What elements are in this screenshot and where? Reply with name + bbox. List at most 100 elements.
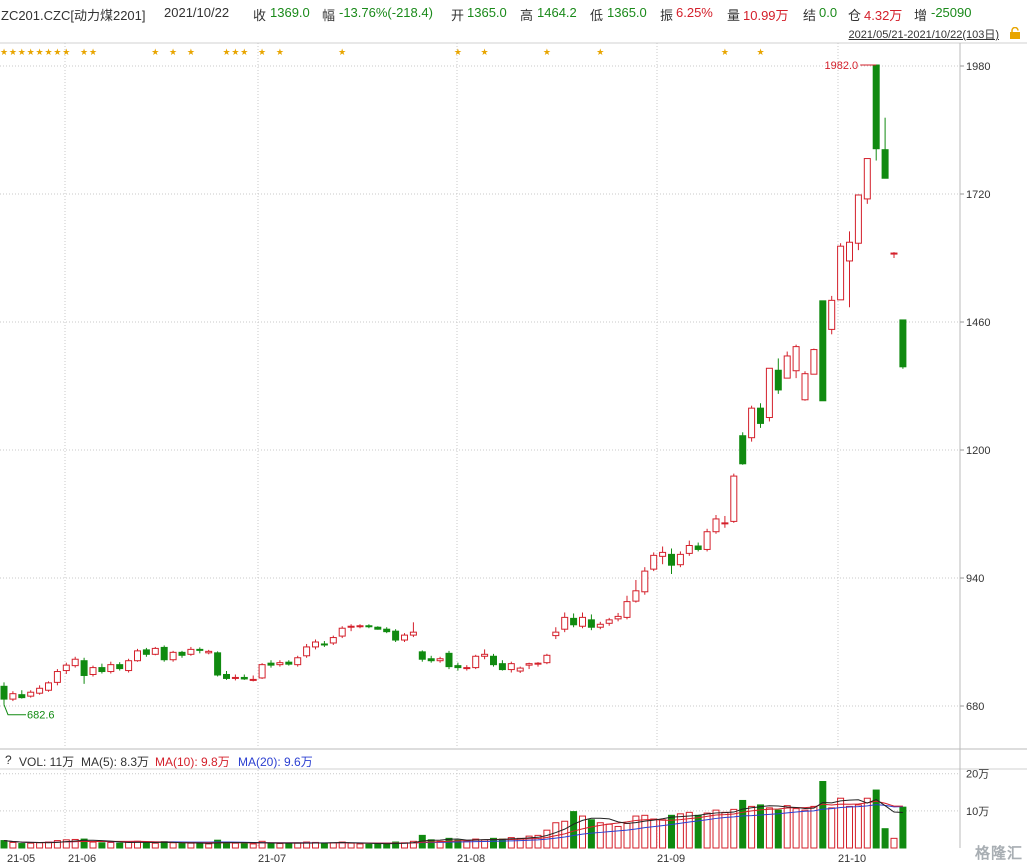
open-interest-label: 仓	[848, 8, 862, 23]
candle-body	[703, 531, 711, 550]
candle-body	[507, 663, 515, 671]
max-price-label: 1982.0	[825, 60, 859, 72]
volume-bar	[80, 838, 88, 849]
volume-bar	[27, 842, 35, 849]
volume-bar	[36, 842, 44, 849]
date-range[interactable]: 2021/05/21-2021/10/22(103日)	[848, 29, 999, 41]
volume-bar	[320, 842, 328, 849]
amplitude-label: 振	[660, 8, 674, 23]
candle-body	[258, 664, 266, 679]
volume-bar	[792, 808, 800, 849]
candle-body	[623, 601, 631, 618]
candle-body	[125, 660, 133, 672]
volume-bar	[863, 797, 871, 849]
settle-value: 0.0	[819, 5, 838, 20]
ma10-line	[3, 800, 903, 844]
candle-body	[276, 662, 284, 666]
change-label: 幅	[322, 8, 336, 23]
candle-body	[187, 648, 195, 655]
volume-bar	[774, 809, 782, 849]
volume-bar	[676, 813, 684, 849]
candle-body	[632, 590, 640, 602]
candle-body	[863, 158, 871, 200]
event-star-icon: ★	[721, 47, 729, 57]
lock-icon[interactable]	[1009, 27, 1021, 39]
min-pointer	[3, 704, 26, 716]
event-star-icon: ★	[27, 47, 35, 57]
candle-body	[668, 553, 675, 566]
change-value: -13.76%(-218.4)	[339, 5, 433, 20]
candle-body	[516, 667, 524, 672]
volume-bar	[409, 840, 417, 849]
volume-bar	[899, 806, 907, 849]
candle-body	[151, 647, 159, 655]
volume-bar	[303, 841, 311, 849]
candle-body	[383, 628, 391, 633]
candle-body	[142, 649, 150, 655]
candle-body	[196, 648, 204, 651]
volume-bar	[837, 797, 845, 849]
low-value: 1365.0	[607, 5, 647, 20]
event-star-icon: ★	[44, 47, 52, 57]
candle-body	[418, 651, 426, 660]
candle-body	[739, 435, 747, 465]
price-tick-label: 680	[966, 701, 984, 713]
volume-bar	[685, 811, 693, 849]
volume-bar	[890, 837, 898, 849]
volume-bar	[623, 822, 631, 849]
volume-bar	[712, 809, 720, 849]
volume-bar	[196, 843, 204, 849]
close-label: 收	[253, 8, 267, 23]
candle-body	[543, 654, 551, 664]
volume-bar	[374, 843, 382, 849]
candle-body	[801, 373, 809, 401]
candle-body	[53, 671, 61, 683]
candle-body	[116, 664, 124, 670]
oi-change-value: -25090	[931, 5, 972, 20]
help-icon[interactable]: ?	[5, 753, 12, 767]
volume-bar	[285, 843, 293, 849]
volume-bar	[187, 842, 195, 849]
candle-body	[294, 657, 302, 666]
candle-body	[169, 651, 177, 661]
candle-body	[231, 676, 239, 679]
event-star-icon: ★	[53, 47, 61, 57]
volume-bar	[810, 805, 818, 849]
volume-bar	[579, 815, 586, 849]
volume-bar	[703, 812, 711, 849]
candle-body	[587, 619, 595, 628]
candle-body	[881, 149, 889, 179]
candle-body	[89, 667, 97, 675]
volume-bar	[294, 842, 302, 849]
volume-bar	[116, 842, 124, 849]
volume-bar	[98, 842, 106, 849]
event-star-icon: ★	[89, 47, 97, 57]
volume-bar	[632, 815, 640, 849]
volume-bar	[142, 842, 150, 849]
volume-bar	[854, 804, 862, 849]
candle-body	[721, 522, 729, 525]
volume-bar	[881, 828, 889, 849]
volume-bar	[819, 781, 827, 849]
price-tick-label: 1460	[966, 317, 990, 329]
symbol-name: ZC201.CZC[动力煤2201]	[1, 8, 146, 23]
candle-body	[481, 653, 489, 657]
candle-body	[854, 194, 862, 244]
volume-bar	[783, 805, 791, 849]
candle-body	[748, 407, 756, 439]
volume-bar	[0, 840, 8, 849]
candle-body	[205, 650, 213, 654]
volume-bar	[107, 841, 115, 849]
candle-body	[392, 630, 400, 641]
candle-body	[214, 652, 222, 676]
candle-body	[641, 570, 649, 593]
event-star-icon: ★	[338, 47, 346, 57]
candle-body	[98, 667, 106, 673]
candle-body	[783, 355, 791, 379]
candle-body	[810, 349, 818, 375]
candle-body	[605, 619, 613, 624]
volume-bar	[347, 842, 355, 849]
settle-label: 结	[803, 8, 817, 23]
candle-body	[338, 627, 346, 637]
candle-body	[9, 693, 17, 700]
